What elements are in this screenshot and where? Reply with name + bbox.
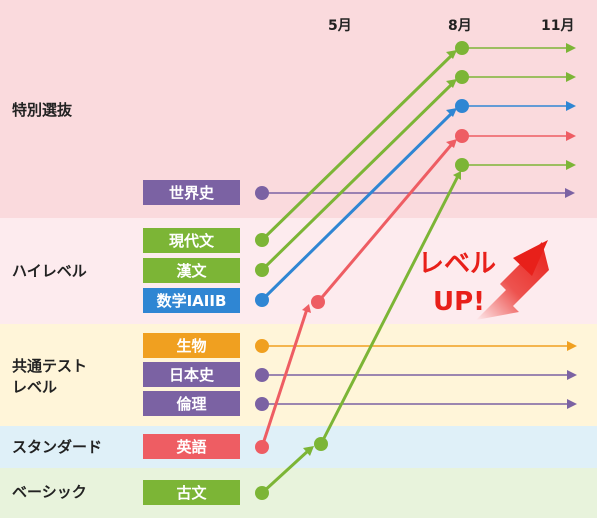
arrowhead-special-row5 <box>566 160 576 170</box>
subject-label-japanese-history: 日本史 <box>169 366 215 384</box>
band-label-standard: スタンダード <box>12 438 102 456</box>
arrowhead-ethics <box>567 399 577 409</box>
subject-box-kobun <box>143 480 240 505</box>
subject-label-modern-japanese: 現代文 <box>169 232 215 250</box>
dot-english-start <box>255 440 269 454</box>
dot-kobun-may <box>314 437 328 451</box>
subject-label-biology: 生物 <box>176 337 206 355</box>
arrowhead-biology <box>567 341 577 351</box>
arrowhead-kanbun-up <box>446 79 457 88</box>
subject-box-world-history <box>143 180 240 205</box>
arrowhead-kobun-to-may <box>303 446 314 456</box>
subject-label-english: 英語 <box>176 438 206 456</box>
month-nov: 11月 <box>541 18 574 34</box>
dot-ethics-start <box>255 397 269 411</box>
arrowhead-japanese-history <box>567 370 577 380</box>
dot-aug-row1 <box>455 41 469 55</box>
band-label-common-line2: レベル <box>12 378 57 396</box>
subject-label-ethics: 倫理 <box>176 395 206 413</box>
subject-label-kobun: 古文 <box>176 484 207 502</box>
subject-box-modern-japanese <box>143 228 240 253</box>
arrowhead-world-history <box>565 188 575 198</box>
subject-label-math: 数学IAIIB <box>157 292 227 310</box>
dot-japanese-history-start <box>255 368 269 382</box>
levelup-text-line1: レベル <box>418 249 496 279</box>
arrow-english-up <box>316 143 454 303</box>
month-aug: 8月 <box>448 18 472 34</box>
dot-aug-row4 <box>455 129 469 143</box>
subject-box-kanbun <box>143 258 240 283</box>
dot-aug-row2 <box>455 70 469 84</box>
levelup-arrowhead-icon <box>513 240 548 276</box>
band-special-bg <box>0 0 597 218</box>
subject-box-japanese-history <box>143 362 240 387</box>
dot-aug-row3 <box>455 99 469 113</box>
dot-english-may <box>311 295 325 309</box>
dot-kanbun-start <box>255 263 269 277</box>
month-may: 5月 <box>328 18 352 34</box>
band-basic-bg <box>0 468 597 518</box>
arrow-kobun-up <box>319 175 460 445</box>
arrowhead-special-row2 <box>566 72 576 82</box>
dot-aug-row5 <box>455 158 469 172</box>
subject-label-world-history: 世界史 <box>169 184 215 202</box>
band-label-common: 共通テスト レベル <box>12 357 92 396</box>
band-label-high: ハイレベル <box>12 262 87 280</box>
levelup-text-line2: UP! <box>433 287 485 317</box>
arrowhead-english-up <box>446 139 457 148</box>
arrowhead-special-row3 <box>566 101 576 111</box>
arrowhead-english-to-may <box>302 304 311 313</box>
subject-box-biology <box>143 333 240 358</box>
band-label-common-line1: 共通テスト <box>12 357 87 375</box>
subject-box-math <box>143 288 240 313</box>
arrowhead-math-up <box>446 108 457 117</box>
arrowhead-modern-japanese-up <box>446 50 457 59</box>
dot-world-history-start <box>255 186 269 200</box>
arrow-kobun-to-may <box>260 448 311 495</box>
dot-kobun-start <box>255 486 269 500</box>
band-label-special: 特別選抜 <box>12 101 73 119</box>
subject-box-ethics <box>143 391 240 416</box>
arrow-english-to-may <box>260 308 309 448</box>
subject-box-english <box>143 434 240 459</box>
dot-modern-japanese-start <box>255 233 269 247</box>
arrowhead-kobun-up <box>453 171 461 180</box>
arrow-math-up <box>260 111 454 302</box>
dot-biology-start <box>255 339 269 353</box>
arrow-modern-japanese-up <box>260 53 454 242</box>
dot-math-start <box>255 293 269 307</box>
subject-label-kanbun: 漢文 <box>176 262 207 280</box>
arrowhead-special-row4 <box>566 131 576 141</box>
arrow-kanbun-up <box>260 82 454 272</box>
band-label-basic: ベーシック <box>12 483 87 501</box>
arrowhead-special-row1 <box>566 43 576 53</box>
